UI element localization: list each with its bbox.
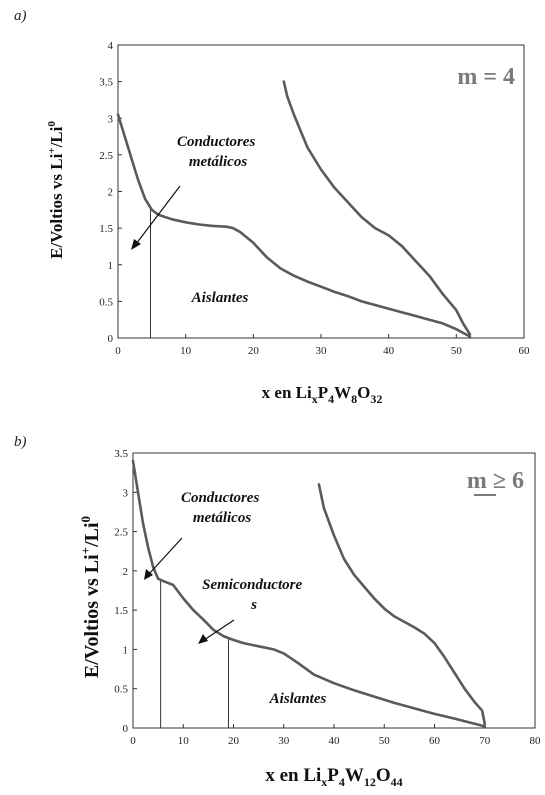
panel-b-label: b) (14, 434, 27, 450)
panel-b-ytick-label: 2.5 (114, 527, 128, 539)
panel-b-xtick-label: 0 (130, 735, 136, 747)
panel-a-xtick-label: 20 (248, 345, 260, 357)
panel-b-arrowhead-semiconductores (198, 634, 208, 644)
panel-b-xtick-label: 50 (379, 735, 391, 747)
panel-b-xtick-label: 40 (329, 735, 341, 747)
panel-b-ytick-label: 1 (123, 644, 129, 656)
panel-a-series-charge-line (282, 80, 472, 336)
panel-a-ytick-label: 1 (108, 260, 114, 272)
panel-b-annotation-semiconductores: Semiconductore s (202, 577, 306, 613)
panel-a-xtick-label: 50 (451, 345, 463, 357)
panel-b-xtick-label: 80 (530, 735, 542, 747)
panel-a-xtick-label: 0 (115, 345, 121, 357)
panel-b-xlabel: x en LixP4W12O44 (265, 765, 402, 789)
panel-b-xtick-label: 60 (429, 735, 441, 747)
panel-a-series-discharge-line (116, 113, 472, 338)
panel-a-xtick-label: 40 (383, 345, 395, 357)
panel-b-ytick-label: 2 (123, 566, 129, 578)
panel-b-xtick-label: 20 (228, 735, 240, 747)
panel-a-xtick-label: 30 (316, 345, 328, 357)
panel-b-series-discharge-line (131, 459, 487, 728)
panel-b-ytick-label: 0.5 (114, 684, 128, 696)
panel-a-ytick-label: 1.5 (99, 223, 113, 235)
panel-a-xtick-label: 10 (180, 345, 192, 357)
panel-b: b) 0 10 20 30 40 50 60 70 80 0 0.5 1 1.5 2 2.5 3 3.5 m … (14, 434, 541, 789)
panel-b-xtick-label: 70 (479, 735, 491, 747)
panel-a-xlabel: x en LixP4W8O32 (262, 383, 383, 406)
panel-b-annotation-conductores: Conductores metálicos (181, 490, 263, 526)
panel-a-ytick-label: 2 (108, 187, 114, 199)
panel-a-annotation-aislantes: Aislantes (191, 290, 249, 306)
panel-a-ytick-label: 3 (108, 113, 114, 125)
panel-b-xtick-label: 30 (278, 735, 290, 747)
panel-a-ytick-label: 4 (108, 40, 114, 52)
panel-a-m-label: m = 4 (457, 64, 515, 90)
panel-b-xtick-label: 10 (178, 735, 190, 747)
panel-b-annotation-aislantes: Aislantes (269, 691, 327, 707)
panel-b-series-charge-line (317, 483, 487, 726)
panel-b-arrowhead-conductores (144, 569, 153, 580)
panel-a-arrowhead-conductores (131, 239, 141, 250)
panel-a: a) 0 10 20 30 40 50 60 0 0.5 1 1.5 2 2.5 3 3.5 4 m = 4… (14, 8, 530, 406)
panel-b-ylabel: E/Voltios vs Li+/Li0 (78, 516, 103, 678)
panel-b-ytick-label: 3.5 (114, 448, 128, 460)
panel-a-ytick-label: 2.5 (99, 150, 113, 162)
panel-a-annotation-conductores: Conductores metálicos (177, 134, 259, 170)
panel-a-arrow-conductores (135, 185, 181, 245)
panel-a-ytick-label: 0.5 (99, 296, 113, 308)
panel-b-ytick-label: 1.5 (114, 605, 128, 617)
panel-b-m-label: m ≥ 6 (467, 468, 524, 494)
panel-a-ylabel: E/Voltios vs Li+/Li0 (46, 121, 66, 259)
panel-a-xtick-label: 60 (519, 345, 531, 357)
panel-b-arrow-semiconductores (203, 619, 235, 641)
panel-a-label: a) (14, 8, 27, 24)
panel-b-ytick-label: 3 (123, 487, 129, 499)
panel-a-ytick-label: 0 (108, 333, 114, 345)
panel-b-arrow-conductores (148, 537, 183, 575)
panel-b-ytick-label: 0 (123, 723, 129, 735)
panel-a-ytick-label: 3.5 (99, 77, 113, 89)
